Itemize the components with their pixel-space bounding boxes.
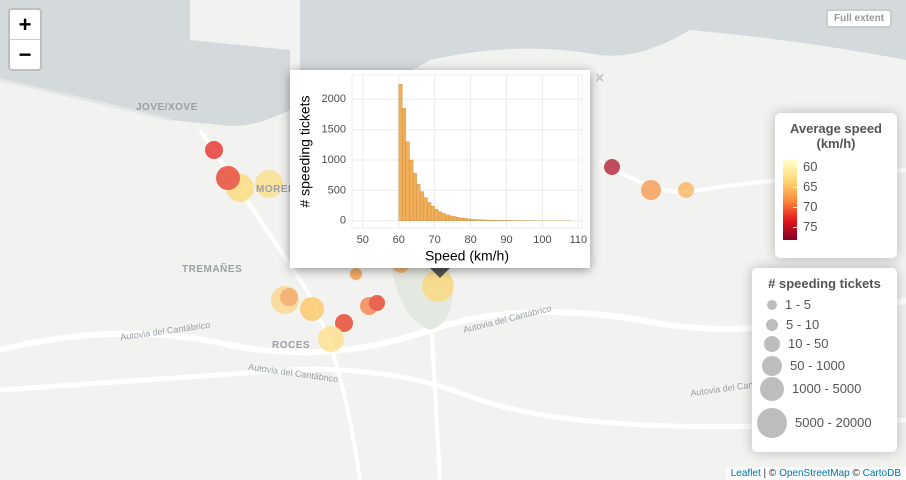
tick-mark xyxy=(793,167,797,168)
full-extent-button[interactable]: Full extent xyxy=(826,9,893,28)
bar xyxy=(423,197,428,221)
speed-legend: Average speed (km/h) 60 65 70 75 xyxy=(775,113,897,258)
bar xyxy=(477,219,482,221)
legend-label: 5 - 10 xyxy=(786,317,820,332)
bar xyxy=(409,159,414,221)
legend-label: 1 - 5 xyxy=(785,297,812,312)
bar xyxy=(456,217,460,221)
bar xyxy=(402,108,407,221)
tick-mark xyxy=(793,207,797,208)
tick-label: 75 xyxy=(803,219,818,234)
popup: 0 500 1000 1500 2000 50 60 70 80 90 100 110 Speed (k… xyxy=(290,70,590,268)
legend-symbol xyxy=(762,356,782,376)
x-tick-label: 60 xyxy=(393,234,405,246)
text: © xyxy=(849,468,863,479)
bar xyxy=(474,219,478,221)
legend-label: 10 - 50 xyxy=(788,336,829,351)
zoom-control: + − xyxy=(8,8,42,71)
tick-label: 65 xyxy=(803,179,818,194)
bar xyxy=(427,202,432,221)
text: | © xyxy=(760,468,780,479)
tick-label: 70 xyxy=(803,199,818,214)
histogram: 0 500 1000 1500 2000 50 60 70 80 90 100 110 Speed (k… xyxy=(297,74,588,264)
tick-label: 60 xyxy=(803,159,818,174)
x-tick-label: 80 xyxy=(464,234,476,246)
link[interactable]: OpenStreetMap xyxy=(779,468,850,479)
legend-label: 1000 - 5000 xyxy=(792,381,862,396)
bar xyxy=(416,184,421,221)
legend-label: 50 - 1000 xyxy=(790,358,845,373)
legend-title: Average speed (km/h) xyxy=(789,121,882,151)
legend-title: # speeding tickets xyxy=(768,276,881,291)
popup-close[interactable]: × xyxy=(595,70,605,87)
bar xyxy=(441,213,446,221)
bar xyxy=(412,173,417,221)
bar xyxy=(481,219,486,221)
y-axis-label: # speeding tickets xyxy=(297,95,313,207)
place-label: JOVE/XOVE xyxy=(136,102,198,113)
x-tick-label: 50 xyxy=(357,234,369,246)
bar xyxy=(470,219,475,221)
zoom-out[interactable]: − xyxy=(10,39,40,69)
bar xyxy=(463,218,468,221)
link[interactable]: CartoDB xyxy=(862,468,901,479)
place-label: ROCES xyxy=(272,340,311,351)
x-tick-label: 100 xyxy=(533,234,551,246)
y-tick-label: 2000 xyxy=(322,93,346,105)
plot-panel xyxy=(351,74,583,229)
bar xyxy=(420,191,425,221)
y-tick-label: 500 xyxy=(328,184,346,196)
tick-mark xyxy=(793,187,797,188)
bar xyxy=(434,209,439,221)
zoom-in[interactable]: + xyxy=(18,12,32,37)
place-label: MORED xyxy=(256,184,296,195)
bar xyxy=(405,141,410,221)
legend-symbol xyxy=(757,408,787,438)
legend-symbol xyxy=(764,336,780,352)
bar xyxy=(484,219,489,221)
tick-mark xyxy=(793,227,797,228)
bar xyxy=(448,215,453,221)
color-ramp xyxy=(783,160,797,240)
bar xyxy=(459,217,464,221)
legend-symbol xyxy=(767,300,777,310)
y-tick-label: 1500 xyxy=(322,124,346,136)
legend-label: 5000 - 20000 xyxy=(795,415,872,430)
x-axis-label: Speed (km/h) xyxy=(425,248,509,264)
tickets-legend: # speeding tickets 1 - 5 5 - 10 10 - 50 50 … xyxy=(752,268,897,452)
link[interactable]: Leaflet xyxy=(730,468,761,479)
bar xyxy=(488,219,493,221)
attribution: Leaflet | © OpenStreetMap © CartoDB xyxy=(725,467,906,480)
legend-symbol xyxy=(760,377,784,401)
legend-symbol xyxy=(766,319,778,331)
x-tick-label: 110 xyxy=(570,234,588,246)
y-tick-label: 0 xyxy=(340,215,346,227)
place-label: TREMAÑES xyxy=(182,264,243,275)
x-tick-label: 90 xyxy=(500,234,512,246)
y-tick-label: 1000 xyxy=(322,154,346,166)
bar xyxy=(466,218,471,221)
bar xyxy=(445,214,450,221)
bar xyxy=(452,216,457,221)
bar xyxy=(438,211,442,221)
bar xyxy=(398,83,403,221)
x-tick-label: 70 xyxy=(429,234,441,246)
bar xyxy=(430,205,435,221)
